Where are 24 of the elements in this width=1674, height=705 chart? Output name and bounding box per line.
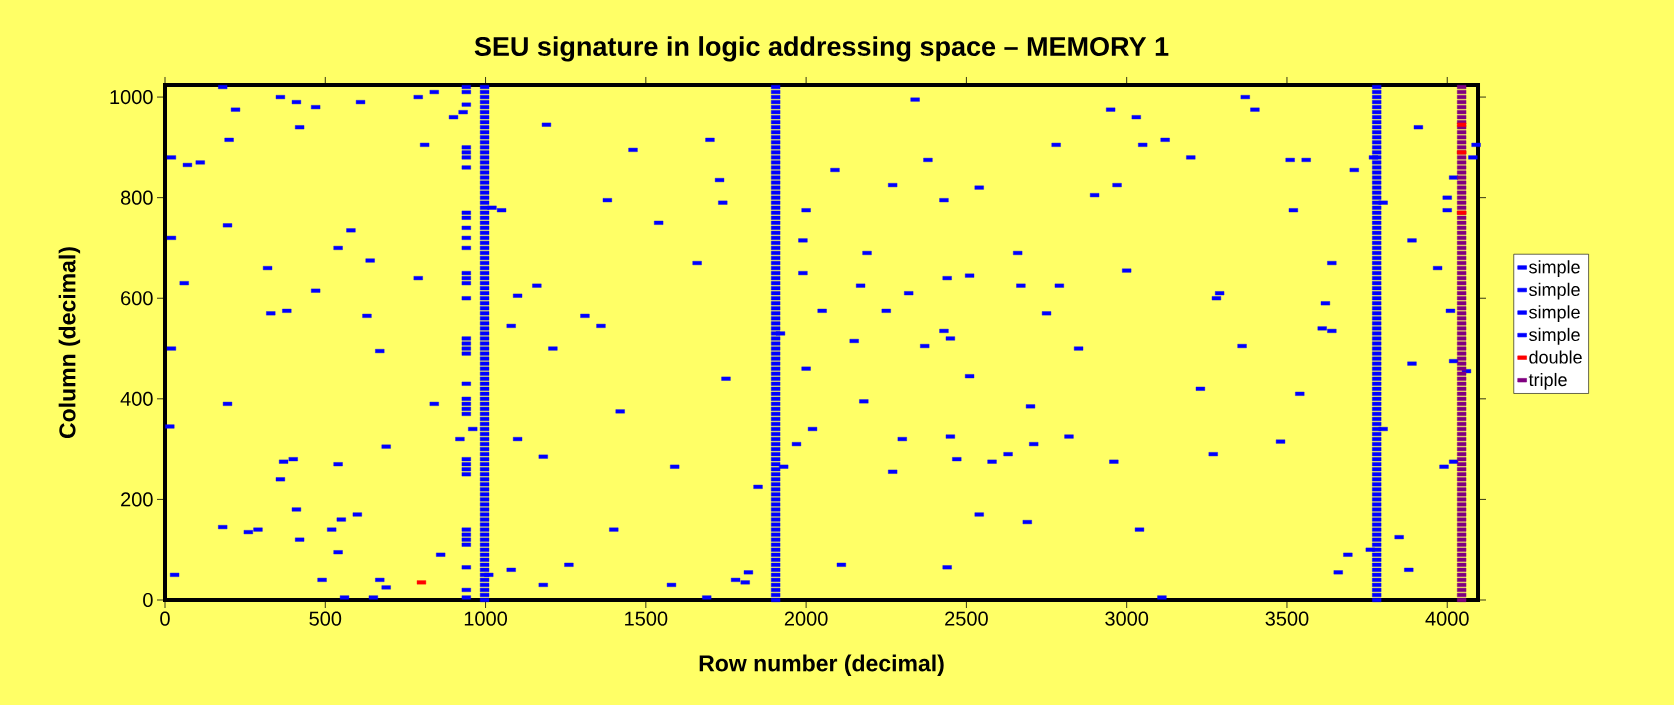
legend-label: triple <box>1528 372 1567 390</box>
x-tick-label: 2500 <box>945 611 988 626</box>
y-tick-label: 400 <box>120 391 153 406</box>
legend-label: simple <box>1529 260 1580 277</box>
x-tick-label: 1500 <box>625 611 668 626</box>
x-tick-label: 3500 <box>1265 611 1309 626</box>
x-tick-label: 4000 <box>1425 611 1469 626</box>
y-tick-label: 0 <box>143 592 153 608</box>
y-tick-label: 1000 <box>110 89 153 105</box>
y-tick-label: 800 <box>120 190 153 205</box>
y-axis-title: Column (decimal) <box>58 247 81 439</box>
legend-label: simple <box>1529 327 1580 345</box>
legend-label: simple <box>1529 282 1580 300</box>
chart-title: SEU signature in logic addressing space – MEMORY 1 <box>474 36 1169 62</box>
x-tick-label: 500 <box>309 611 342 626</box>
y-tick-label: 600 <box>121 291 153 306</box>
y-tick-label: 200 <box>121 492 153 507</box>
legend-label: simple <box>1529 305 1580 323</box>
x-tick-label: 0 <box>160 611 170 626</box>
x-tick-label: 3000 <box>1105 611 1149 626</box>
x-tick-label: 1000 <box>464 611 508 626</box>
x-tick-label: 2000 <box>784 611 828 626</box>
legend-label: double <box>1529 350 1582 364</box>
x-axis-title: Row number (decimal) <box>699 654 944 676</box>
